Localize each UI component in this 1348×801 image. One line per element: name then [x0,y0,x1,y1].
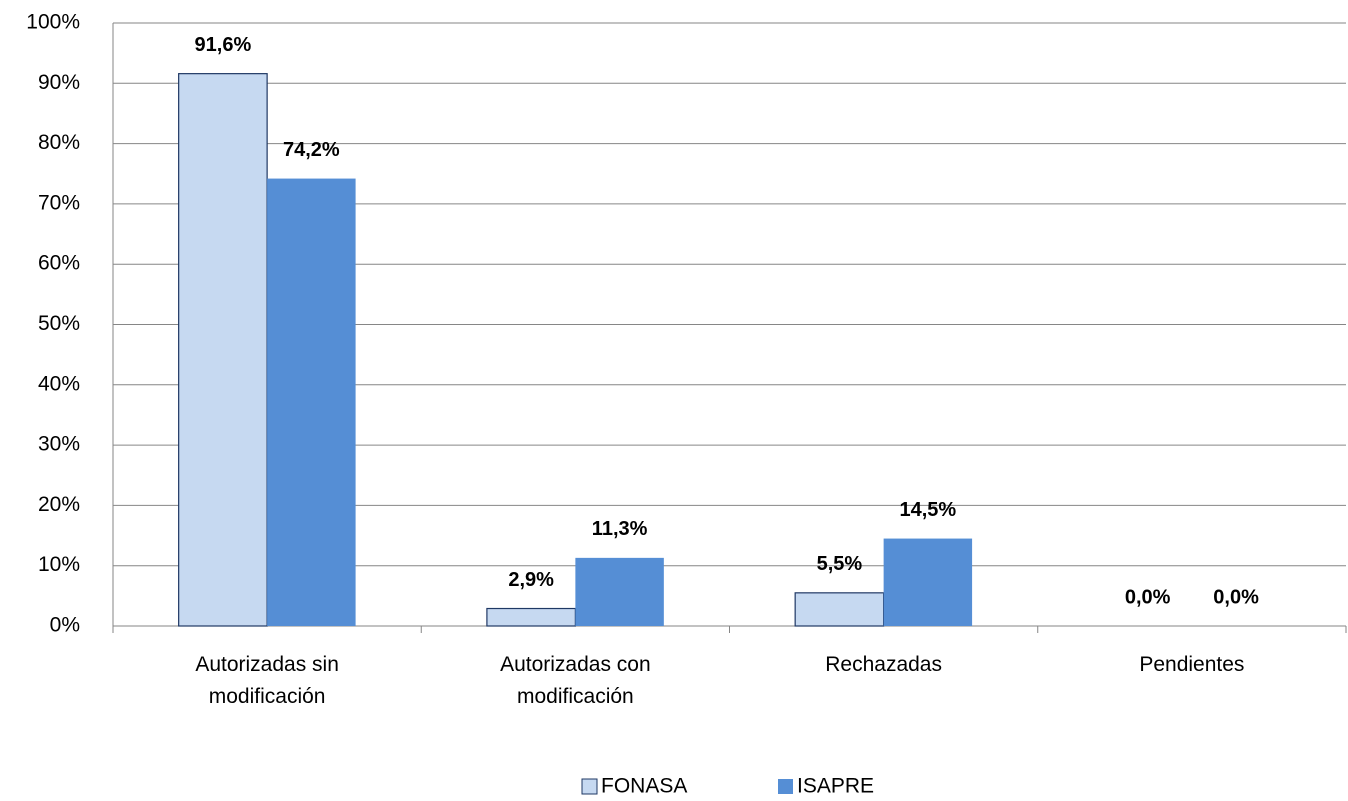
value-label: 14,5% [899,499,956,521]
y-tick-label: 20% [38,493,80,516]
legend-label: ISAPRE [797,775,874,798]
value-label: 0,0% [1213,586,1259,608]
y-tick-label: 50% [38,312,80,335]
value-label: 2,9% [508,569,554,591]
y-tick-label: 30% [38,433,80,456]
legend-swatch [778,779,793,794]
y-tick-label: 80% [38,131,80,154]
legend-swatch [581,778,598,795]
bar [883,538,973,626]
value-label: 74,2% [283,139,340,161]
y-tick-label: 90% [38,71,80,94]
value-label: 91,6% [195,34,252,56]
y-tick-label: 0% [50,614,80,637]
legend-label: FONASA [601,775,687,798]
y-tick-label: 10% [38,553,80,576]
bar [178,73,268,627]
x-tick-label: Rechazadas [825,653,942,676]
value-label: 11,3% [592,518,648,540]
value-label: 0,0% [1125,586,1171,608]
bar [794,592,885,627]
bar [486,607,576,627]
bar [575,557,664,626]
bar [267,178,356,626]
x-tick-label: Autorizadas sin modificación [195,653,339,708]
y-tick-label: 40% [38,372,80,395]
x-tick-label: Pendientes [1139,653,1245,676]
value-label: 5,5% [817,553,863,575]
y-tick-label: 70% [38,191,80,214]
y-tick-label: 100% [26,11,80,34]
y-tick-label: 60% [38,252,80,275]
x-tick-label: Autorizadas con modificación [500,653,651,708]
